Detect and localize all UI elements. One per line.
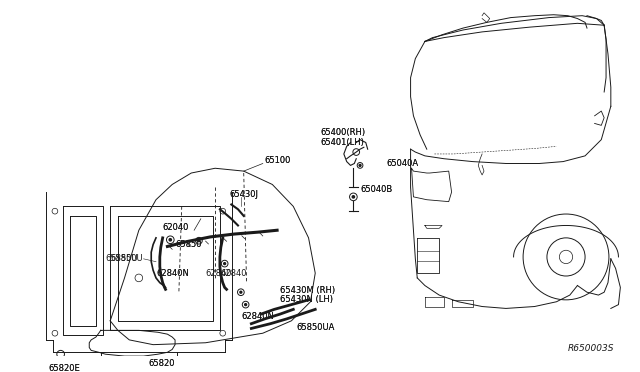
Text: 65430J: 65430J	[229, 189, 259, 199]
Circle shape	[352, 196, 355, 198]
Text: 65430N (LH): 65430N (LH)	[280, 295, 333, 304]
Text: 65400(RH): 65400(RH)	[320, 128, 365, 138]
Circle shape	[224, 263, 226, 264]
Text: 62840N: 62840N	[156, 269, 189, 278]
Text: 62840N: 62840N	[156, 269, 189, 278]
Text: 65820E: 65820E	[48, 364, 80, 372]
Text: 65850: 65850	[175, 240, 202, 249]
Text: 65820E: 65820E	[48, 364, 80, 372]
Text: 65820: 65820	[148, 359, 175, 368]
Text: 65850U: 65850U	[110, 254, 143, 263]
Text: 65430M (RH): 65430M (RH)	[280, 286, 335, 295]
Circle shape	[359, 164, 361, 166]
Text: 65400(RH): 65400(RH)	[320, 128, 365, 138]
Text: 62040: 62040	[163, 223, 189, 232]
Text: 62840N: 62840N	[242, 312, 275, 321]
Text: 62840: 62840	[220, 269, 246, 278]
Text: 65850UA: 65850UA	[296, 323, 335, 332]
Text: 65040B: 65040B	[360, 185, 392, 194]
Text: 65040A: 65040A	[387, 159, 419, 168]
Text: 65401(LH): 65401(LH)	[320, 138, 364, 147]
Text: 65430M (RH): 65430M (RH)	[280, 286, 335, 295]
Text: 65100: 65100	[265, 156, 291, 165]
Text: 62840N: 62840N	[242, 312, 275, 321]
Circle shape	[244, 304, 246, 305]
Circle shape	[240, 291, 242, 293]
Text: 65040A: 65040A	[387, 159, 419, 168]
Text: 65100: 65100	[265, 156, 291, 165]
Text: 65850UA: 65850UA	[296, 323, 335, 332]
Text: 62040: 62040	[163, 223, 189, 232]
Text: 65401(LH): 65401(LH)	[320, 138, 364, 147]
Text: 65430N (LH): 65430N (LH)	[280, 295, 333, 304]
Text: 65040B: 65040B	[360, 185, 392, 194]
Circle shape	[169, 238, 172, 241]
Text: 62840: 62840	[205, 269, 232, 278]
Text: 65850: 65850	[175, 240, 202, 249]
Text: 65820: 65820	[148, 359, 175, 368]
Text: R650003S: R650003S	[568, 344, 614, 353]
Text: 65850U: 65850U	[106, 254, 138, 263]
Text: 65430J: 65430J	[229, 189, 259, 199]
Circle shape	[198, 240, 200, 242]
